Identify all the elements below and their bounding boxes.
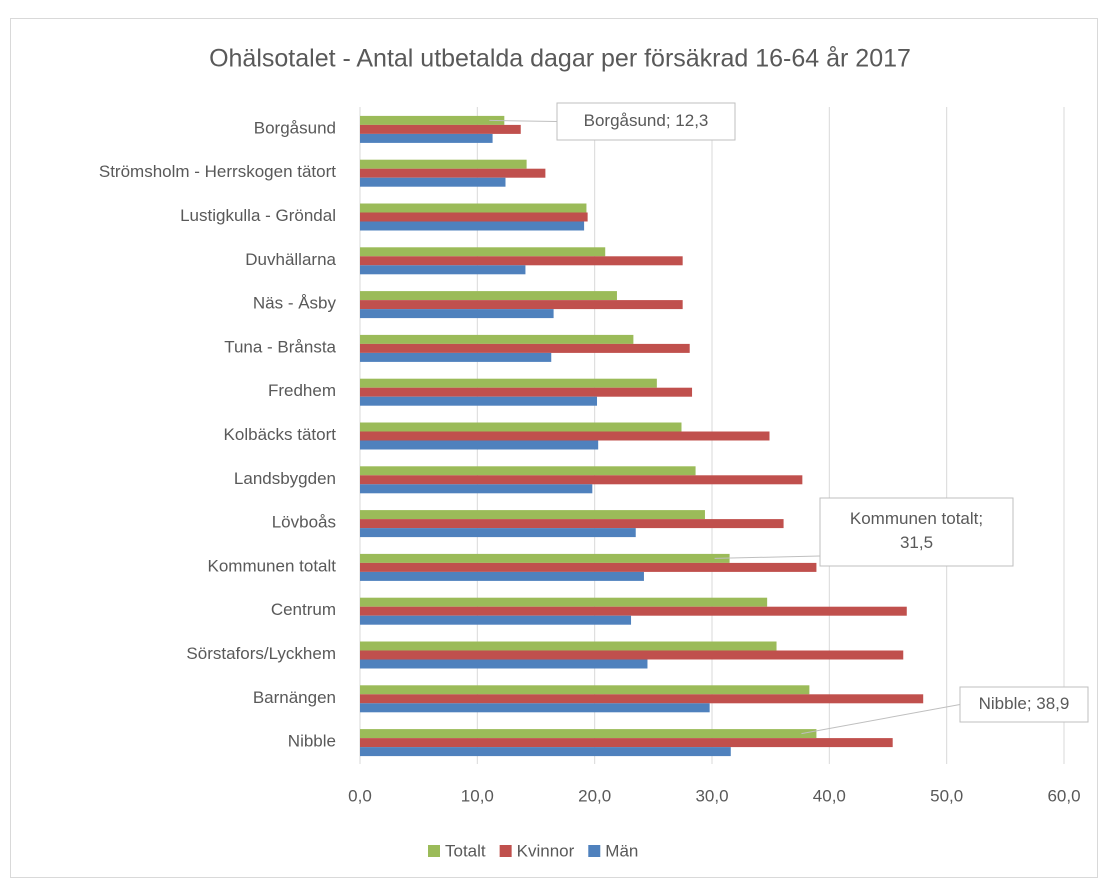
legend-label: Män: [605, 841, 638, 860]
callout-leader: [801, 704, 961, 735]
data-label: Borgåsund; 12,3: [584, 111, 709, 130]
bar: [360, 212, 588, 222]
x-tick-label: 50,0: [930, 786, 963, 805]
bar: [360, 650, 904, 660]
bar: [360, 168, 546, 178]
bar: [360, 352, 552, 362]
bar: [360, 484, 593, 494]
data-label: Kommunen totalt; 31,5: [850, 509, 983, 552]
bar: [360, 571, 644, 581]
data-label-line: 31,5: [900, 533, 933, 552]
bar: [360, 475, 803, 485]
legend-swatch: [499, 845, 512, 857]
legend-label: Totalt: [445, 841, 486, 860]
bar: [360, 562, 817, 572]
bar: [360, 466, 696, 476]
bar: [360, 115, 505, 125]
callout-box: [959, 686, 1089, 723]
y-tick-label: Lövboås: [272, 513, 336, 532]
bar: [360, 343, 690, 353]
bar: [360, 685, 810, 695]
bar: [360, 422, 682, 432]
bar: [360, 431, 770, 441]
x-tick-label: 40,0: [813, 786, 846, 805]
y-tick-label: Fredhem: [268, 381, 336, 400]
y-tick-label: Kolbäcks tätort: [224, 425, 337, 444]
bar: [360, 124, 521, 134]
bar: [360, 247, 606, 257]
bar: [360, 615, 632, 625]
x-tick-label: 30,0: [695, 786, 728, 805]
bar: [360, 440, 599, 450]
callout-leader: [489, 119, 558, 122]
callout-box: [819, 497, 1014, 567]
bar: [360, 387, 693, 397]
bar: [360, 221, 585, 231]
bar: [360, 309, 554, 319]
y-tick-label: Landsbygden: [234, 469, 336, 488]
y-tick-label: Kommunen totalt: [207, 556, 336, 575]
bar: [360, 747, 731, 757]
callout-leader: [714, 555, 821, 559]
x-tick-label: 0,0: [348, 786, 372, 805]
data-label: Nibble; 38,9: [979, 694, 1070, 713]
y-tick-label: Strömsholm - Herrskogen tätort: [99, 162, 336, 181]
y-tick-label: Barnängen: [253, 688, 336, 707]
data-label-line: Kommunen totalt;: [850, 509, 983, 528]
callout-box: [556, 102, 736, 141]
x-tick-label: 20,0: [578, 786, 611, 805]
legend-swatch: [428, 845, 440, 857]
bar: [360, 641, 777, 651]
x-tick-label: 10,0: [461, 786, 494, 805]
bar: [360, 729, 817, 739]
y-tick-label: Borgåsund: [254, 118, 336, 137]
bar: [360, 133, 493, 143]
bar: [360, 334, 634, 344]
bar: [360, 300, 683, 310]
bar: [360, 703, 710, 713]
bar: [360, 256, 683, 266]
bar: [360, 291, 617, 301]
bar: [360, 694, 924, 704]
chart-title: Ohälsotalet - Antal utbetalda dagar per …: [209, 45, 911, 73]
bar: [360, 659, 648, 669]
bar: [360, 396, 598, 406]
y-tick-label: Sörstafors/Lyckhem: [186, 644, 336, 663]
y-tick-label: Tuna - Brånsta: [224, 337, 336, 356]
y-tick-label: Nibble: [288, 732, 336, 751]
bar: [360, 553, 730, 563]
x-tick-label: 60,0: [1047, 786, 1080, 805]
bar: [360, 177, 506, 187]
bar: [360, 528, 636, 538]
bar: [360, 519, 784, 529]
y-tick-label: Lustigkulla - Gröndal: [180, 206, 336, 225]
bar: [360, 510, 705, 520]
bar: [360, 378, 657, 388]
y-tick-label: Näs - Åsby: [253, 294, 337, 313]
bar: [360, 265, 526, 275]
y-tick-label: Centrum: [271, 600, 336, 619]
bar: [360, 159, 527, 169]
legend-swatch: [588, 845, 601, 857]
bar: [360, 203, 587, 213]
bar: [360, 738, 893, 748]
bar: [360, 597, 768, 607]
y-tick-label: Duvhällarna: [245, 250, 336, 269]
legend-label: Kvinnor: [517, 841, 575, 860]
bar: [360, 606, 907, 616]
